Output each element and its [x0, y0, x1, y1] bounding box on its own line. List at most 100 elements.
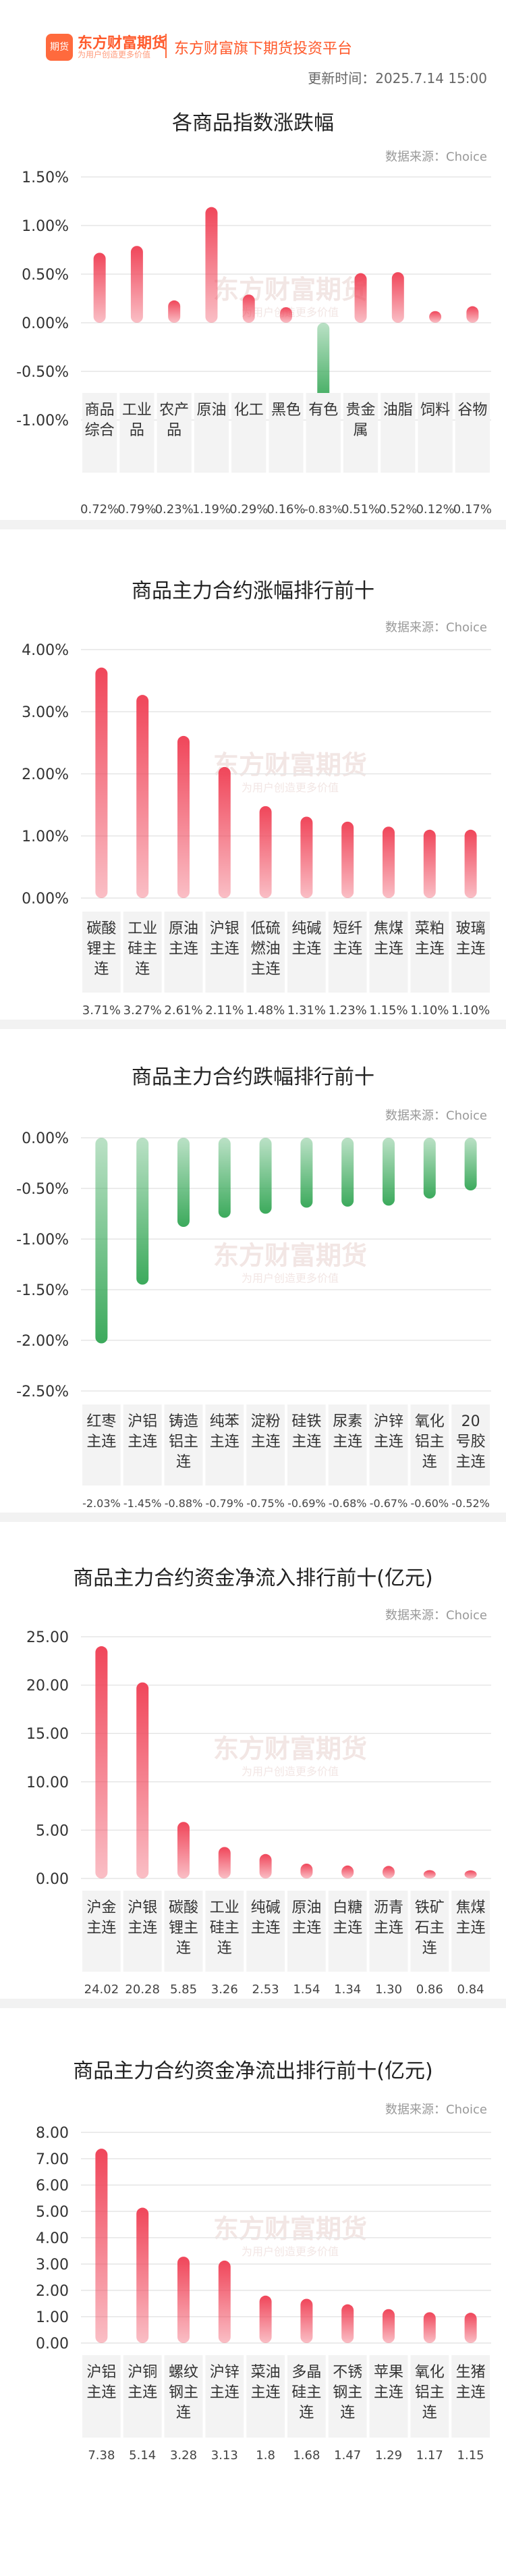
category-cell: [231, 393, 266, 473]
category-label: 沪锌主连: [210, 2364, 240, 2401]
category-label: 碳酸锂主连: [86, 920, 116, 978]
y-tick-label: 1.50%: [22, 169, 69, 186]
value-label: -0.79%: [205, 1497, 244, 1510]
category-label: 玻璃主连: [456, 920, 486, 957]
update-time: 更新时间：2025.7.14 15:00: [308, 70, 487, 86]
value-label: 1.48%: [246, 1003, 285, 1018]
category-cell: [418, 393, 453, 473]
value-label: 1.19%: [192, 502, 231, 517]
value-label: -1.45%: [123, 1497, 162, 1510]
y-tick-label: -2.50%: [16, 1384, 69, 1400]
category-label: 硅铁主连: [291, 1413, 321, 1450]
category-label: 铸造铝主连: [169, 1413, 198, 1471]
category-cell: [246, 912, 285, 993]
section-separator: [0, 1513, 506, 1522]
value-label: 1.23%: [329, 1003, 367, 1018]
category-label: 饲料: [420, 402, 450, 419]
bar: [259, 2295, 272, 2343]
category-cell: [369, 1891, 408, 1972]
category-label: 沪银主连: [128, 1899, 157, 1937]
category-cell: [328, 1891, 367, 1972]
category-label: 焦煤主连: [456, 1899, 486, 1937]
header-divider: [165, 34, 167, 58]
data-source: 数据来源：Choice: [385, 1109, 487, 1123]
y-tick-label: 1.00: [36, 2309, 69, 2326]
category-cell: [123, 1891, 162, 1972]
category-label: 红枣主连: [86, 1413, 116, 1450]
category-cell: [410, 912, 449, 993]
category-cell: [205, 1404, 244, 1486]
bar: [242, 294, 255, 323]
y-tick-label: 0.00: [36, 2336, 69, 2352]
bar: [136, 1138, 149, 1285]
category-label: 多晶硅主连: [291, 2364, 321, 2421]
bar: [466, 306, 479, 323]
category-cell: [369, 912, 408, 993]
category-label: 谷物: [457, 402, 487, 419]
y-tick-label: 2.00%: [22, 766, 69, 783]
bar: [218, 1847, 231, 1878]
watermark-text: 东方财富期货: [213, 750, 367, 780]
platform-name: 东方财富旗下期货投资平台: [174, 41, 353, 57]
bar: [130, 246, 143, 323]
value-label: 1.31%: [287, 1003, 326, 1018]
category-label: 菜粕主连: [415, 920, 445, 957]
bar: [95, 1138, 108, 1344]
value-label: 0.84: [457, 1982, 484, 1997]
category-cell: [328, 1404, 367, 1486]
bar: [95, 2149, 108, 2343]
bar: [218, 766, 231, 898]
category-label: 沪锌主连: [374, 1413, 403, 1450]
category-label: 纯苯主连: [210, 1413, 240, 1450]
watermark-sub: 为用户创造更多价值: [242, 2245, 339, 2258]
page-header: 期货 东方财富期货 为用户创造更多价值 东方财富旗下期货投资平台: [0, 0, 506, 61]
value-label: -2.03%: [82, 1497, 121, 1510]
value-label: -0.67%: [370, 1497, 408, 1510]
y-tick-label: 2.00: [36, 2283, 69, 2300]
category-cell: [306, 393, 341, 473]
category-cell: [451, 2355, 490, 2438]
y-tick-label: 1.00%: [22, 829, 69, 845]
category-cell: [82, 2355, 121, 2438]
value-label: -0.52%: [451, 1497, 490, 1510]
category-label: 化工: [234, 402, 264, 419]
y-tick-label: 5.00: [36, 2204, 69, 2221]
value-label: 0.72%: [80, 502, 119, 517]
bar: [341, 821, 354, 898]
category-cell: [82, 393, 117, 473]
value-label: 0.12%: [416, 502, 454, 517]
bar: [383, 1866, 395, 1878]
bar: [341, 1138, 354, 1207]
section-separator: [0, 1999, 506, 2008]
bar: [464, 829, 477, 898]
watermark-text: 东方财富期货: [213, 1734, 367, 1764]
section-separator: [0, 1020, 506, 1029]
category-cell: [123, 2355, 162, 2438]
y-tick-label: 25.00: [26, 1629, 69, 1646]
category-label: 沪铝主连: [128, 1413, 157, 1450]
y-tick-label: 8.00: [36, 2125, 69, 2142]
category-cell: [381, 393, 416, 473]
category-label: 碳酸锂主连: [169, 1899, 198, 1957]
chart-title: 商品主力合约跌幅排行前十: [132, 1066, 374, 1089]
y-tick-label: 5.00: [36, 1822, 69, 1839]
category-label: 沪铝主连: [86, 2364, 116, 2401]
category-cell: [82, 1891, 121, 1972]
bar: [259, 1138, 272, 1214]
y-tick-label: 1.00%: [22, 218, 69, 235]
bar: [341, 1865, 354, 1878]
bar: [93, 253, 106, 323]
value-label: 1.34: [334, 1982, 361, 1997]
value-label: 20.28: [125, 1982, 160, 1997]
value-label: -0.68%: [329, 1497, 367, 1510]
bar: [464, 1870, 477, 1878]
y-tick-label: -2.00%: [16, 1333, 69, 1350]
category-label: 白糖主连: [333, 1899, 362, 1937]
y-tick-label: 4.00: [36, 2230, 69, 2247]
category-label: 20 号胶主连: [456, 1413, 486, 1471]
value-label: 1.29: [375, 2448, 402, 2463]
bar: [136, 1682, 149, 1878]
value-label: 0.86: [416, 1982, 443, 1997]
value-label: -0.88%: [165, 1497, 203, 1510]
value-label: 1.17: [416, 2448, 443, 2463]
